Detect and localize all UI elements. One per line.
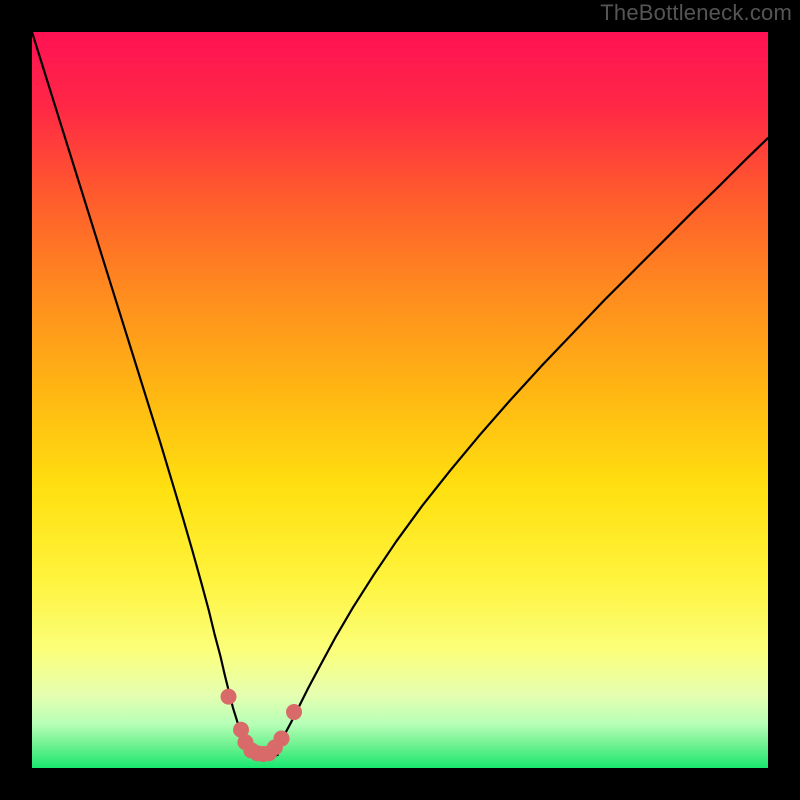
chart-plot-area [32,32,768,768]
bottleneck-curve [32,32,768,758]
chart-svg-layer [32,32,768,768]
watermark-text: TheBottleneck.com [600,0,792,26]
data-point-marker [274,731,290,747]
data-point-marker [286,704,302,720]
data-point-marker [221,689,237,705]
